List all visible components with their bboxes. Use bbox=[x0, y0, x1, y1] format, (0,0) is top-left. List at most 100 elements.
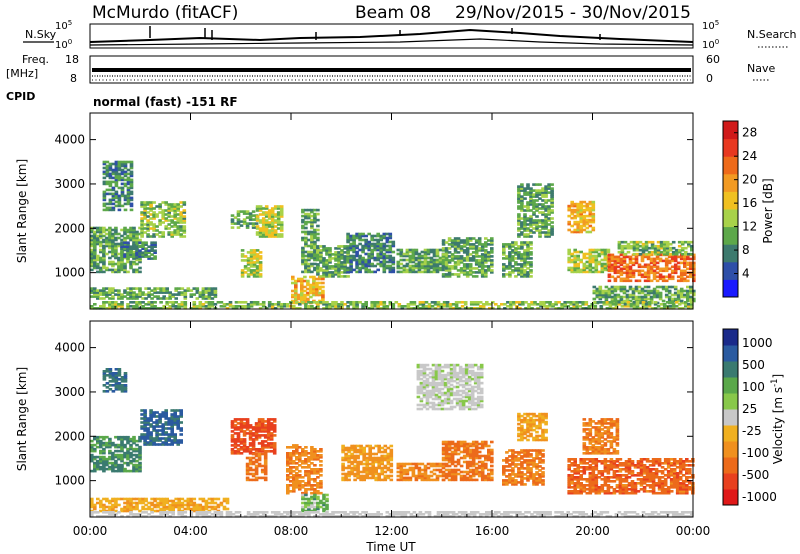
heatmap-cell bbox=[102, 196, 107, 200]
heatmap-cell bbox=[591, 228, 596, 232]
heatmap-cell bbox=[600, 248, 605, 252]
heatmap-cell bbox=[364, 246, 368, 250]
heatmap-cell bbox=[123, 455, 127, 459]
heatmap-cell bbox=[179, 221, 183, 224]
heatmap-cell bbox=[430, 301, 435, 304]
heatmap-cell bbox=[508, 267, 512, 270]
date-range: 29/Nov/2015 - 30/Nov/2015 bbox=[455, 3, 691, 23]
heatmap-cell bbox=[105, 188, 110, 192]
heatmap-cell bbox=[132, 243, 136, 246]
heatmap-cell bbox=[96, 230, 100, 234]
heatmap-cell bbox=[325, 247, 329, 250]
heatmap-cell bbox=[477, 255, 482, 258]
heatmap-cell bbox=[102, 170, 107, 174]
heatmap-cell bbox=[349, 303, 353, 306]
heatmap-cell bbox=[167, 433, 171, 436]
heatmap-cell bbox=[523, 215, 527, 218]
heatmap-cell bbox=[143, 213, 147, 216]
heatmap-cell bbox=[629, 244, 634, 248]
heatmap-cell bbox=[484, 275, 488, 278]
heatmap-cell bbox=[686, 289, 690, 293]
heatmap-cell bbox=[201, 305, 206, 308]
heatmap-cell bbox=[471, 271, 476, 274]
heatmap-cell bbox=[573, 220, 577, 224]
heatmap-cell bbox=[344, 466, 348, 470]
heatmap-cell bbox=[132, 234, 136, 238]
heatmap-cell bbox=[585, 206, 590, 210]
heatmap-cell bbox=[644, 307, 649, 310]
heatmap-cell bbox=[582, 216, 587, 220]
heatmap-cell bbox=[132, 463, 136, 467]
heatmap-cell bbox=[114, 232, 118, 236]
heatmap-cell bbox=[261, 211, 266, 214]
heatmap-cell bbox=[608, 305, 613, 308]
heatmap-cell bbox=[270, 213, 275, 216]
heatmap-cell bbox=[365, 458, 369, 462]
heatmap-cell bbox=[640, 291, 645, 295]
heatmap-cell bbox=[102, 370, 107, 373]
heatmap-cell bbox=[312, 275, 316, 279]
heatmap-cell bbox=[164, 423, 168, 426]
heatmap-cell bbox=[377, 458, 381, 462]
heatmap-cell bbox=[683, 279, 687, 283]
heatmap-cell bbox=[132, 467, 136, 471]
heatmap-cell bbox=[465, 247, 470, 250]
heatmap-cell bbox=[591, 248, 596, 252]
heatmap-cell bbox=[385, 250, 390, 254]
heatmap-cell bbox=[576, 264, 580, 268]
heatmap-cell bbox=[511, 249, 515, 252]
heatmap-cell bbox=[251, 440, 256, 443]
heatmap-cell bbox=[230, 222, 235, 225]
heatmap-cell bbox=[690, 252, 694, 256]
heatmap-cell bbox=[129, 228, 133, 232]
heatmap-cell bbox=[665, 240, 670, 244]
heatmap-cell bbox=[429, 262, 434, 266]
heatmap-cell bbox=[530, 303, 534, 306]
heatmap-cell bbox=[307, 507, 311, 511]
heatmap-cell bbox=[405, 254, 410, 258]
heatmap-cell bbox=[158, 413, 162, 416]
heatmap-cell bbox=[346, 268, 350, 272]
heatmap-cell bbox=[325, 303, 329, 306]
heatmap-cell bbox=[313, 472, 317, 475]
heatmap-cell bbox=[304, 260, 308, 264]
heatmap-cell bbox=[623, 244, 628, 248]
heatmap-cell bbox=[399, 476, 404, 480]
heatmap-cell bbox=[480, 271, 485, 274]
heatmap-cell bbox=[132, 226, 136, 230]
heatmap-cell bbox=[155, 229, 159, 232]
heatmap-cell bbox=[343, 267, 347, 270]
heatmap-cell bbox=[362, 478, 366, 482]
heatmap-cell bbox=[165, 297, 169, 300]
heatmap-cell bbox=[120, 170, 125, 174]
heatmap-cell bbox=[230, 450, 235, 453]
heatmap-cell bbox=[444, 241, 449, 244]
heatmap-cell bbox=[135, 439, 139, 443]
heatmap-cell bbox=[517, 235, 521, 238]
heatmap-cell bbox=[255, 273, 260, 276]
heatmap-cell bbox=[258, 205, 263, 208]
heatmap-cell bbox=[643, 271, 648, 275]
heatmap-cell bbox=[245, 456, 250, 460]
heatmap-cell bbox=[230, 220, 235, 223]
heatmap-cell bbox=[441, 265, 446, 268]
heatmap-cell bbox=[382, 305, 387, 308]
heatmap-cell bbox=[180, 303, 185, 306]
heatmap-cell bbox=[111, 262, 115, 266]
heatmap-cell bbox=[477, 241, 482, 244]
heatmap-cell bbox=[123, 236, 127, 240]
heatmap-cell bbox=[585, 202, 590, 206]
heatmap-cell bbox=[616, 293, 621, 297]
heatmap-cell bbox=[526, 247, 530, 250]
heatmap-cell bbox=[358, 260, 362, 264]
heatmap-cell bbox=[138, 465, 142, 469]
heatmap-cell bbox=[123, 253, 127, 256]
heatmap-cell bbox=[352, 303, 356, 306]
heatmap-cell bbox=[529, 263, 533, 266]
heatmap-cell bbox=[334, 301, 338, 304]
heatmap-cell bbox=[374, 460, 378, 464]
heatmap-cell bbox=[152, 411, 156, 414]
heatmap-cell bbox=[90, 234, 94, 238]
heatmap-cell bbox=[383, 450, 388, 454]
heatmap-cell bbox=[246, 261, 251, 264]
